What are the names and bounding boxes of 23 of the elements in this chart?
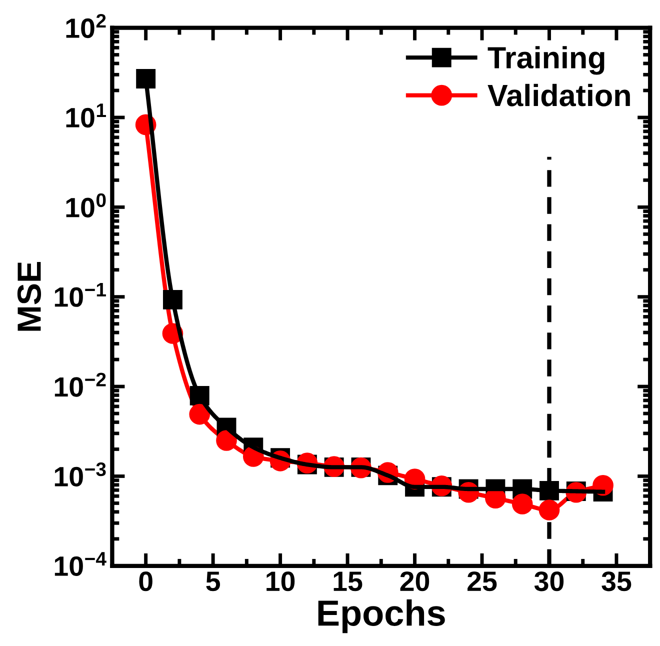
y-tick-label: 10$^{−4}$ [54,552,106,576]
y-tick-label: 10$^{−3}$ [54,462,106,487]
x-tick-label: 35 [602,571,632,592]
y-tick-label: 10$^{1}$ [66,104,106,128]
y-tick-label: 10$^{0}$ [66,193,106,218]
x-tick-label: 25 [468,571,497,592]
x-tick-label: 20 [400,571,430,592]
legend-label: Training [488,46,604,75]
point [189,404,210,425]
point [538,500,560,520]
x-axis-title: Epochs [318,599,445,634]
x-tick-label: 0 [139,571,152,592]
point [512,494,533,514]
y-axis-title: MSE [17,262,42,331]
y-tick-label: 10$^{2}$ [66,14,106,38]
point [216,430,237,451]
x-tick-label: 15 [334,572,362,592]
x-tick-label: 30 [534,571,564,592]
legend-label: Validation [488,84,630,106]
y-tick-label: 10$^{−2}$ [54,372,106,397]
x-tick-label: 5 [206,572,220,592]
y-tick-label: 10$^{−1}$ [54,283,106,307]
x-tick-label: 10 [266,571,295,592]
